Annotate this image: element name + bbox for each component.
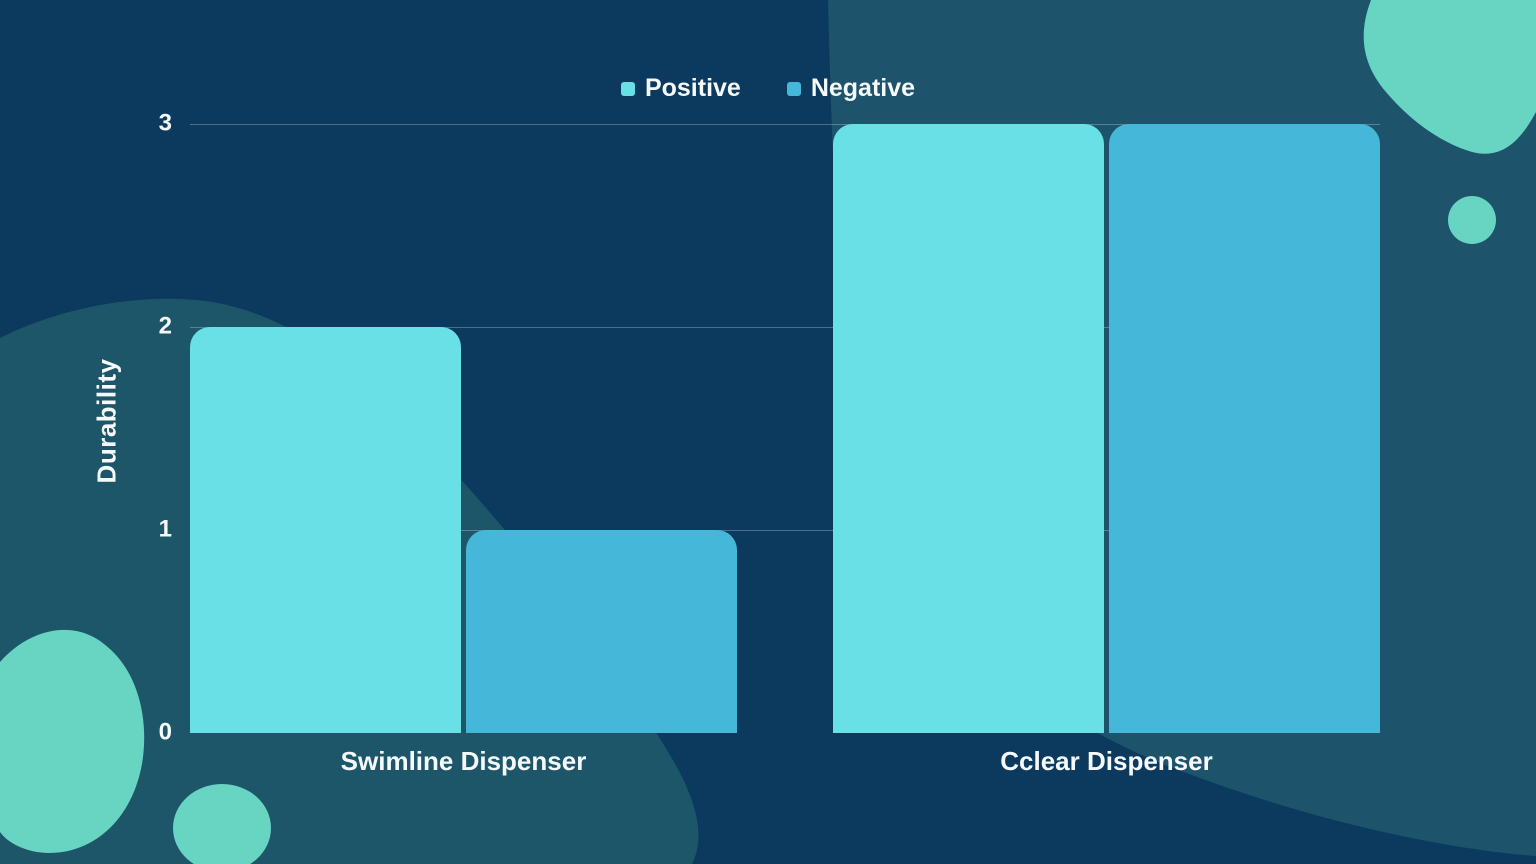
gridline-y3	[190, 124, 1380, 125]
legend-label: Negative	[810, 74, 916, 102]
legend-item-negative: Negative	[786, 74, 916, 103]
gridline-y2	[190, 327, 1380, 328]
green-dot-bottom	[173, 784, 271, 864]
y-tick-label: 1	[158, 515, 172, 543]
y-tick-label: 0	[158, 718, 172, 746]
y-tick-label: 3	[158, 109, 172, 137]
green-dot-right	[1448, 196, 1496, 244]
y-tick-label: 2	[158, 312, 172, 340]
bar-positive-2	[833, 124, 1104, 733]
green-blob-bottom-left	[0, 629, 145, 853]
legend-marker-positive	[620, 81, 635, 96]
legend-label: Positive	[644, 74, 741, 102]
bar-negative-1	[466, 530, 737, 733]
gridline-y1	[190, 530, 1380, 531]
chart-legend: Positive Negative	[0, 74, 1536, 103]
legend-marker-negative	[786, 81, 801, 96]
bar-negative-2	[1109, 124, 1380, 733]
green-blob-top-right	[1363, 0, 1536, 154]
y-axis-title: Durability	[91, 358, 122, 484]
x-category-label: Cclear Dispenser	[1000, 746, 1213, 776]
bar-positive-1	[190, 327, 461, 733]
legend-item-positive: Positive	[620, 74, 741, 103]
x-category-label: Swimline Dispenser	[340, 746, 587, 776]
